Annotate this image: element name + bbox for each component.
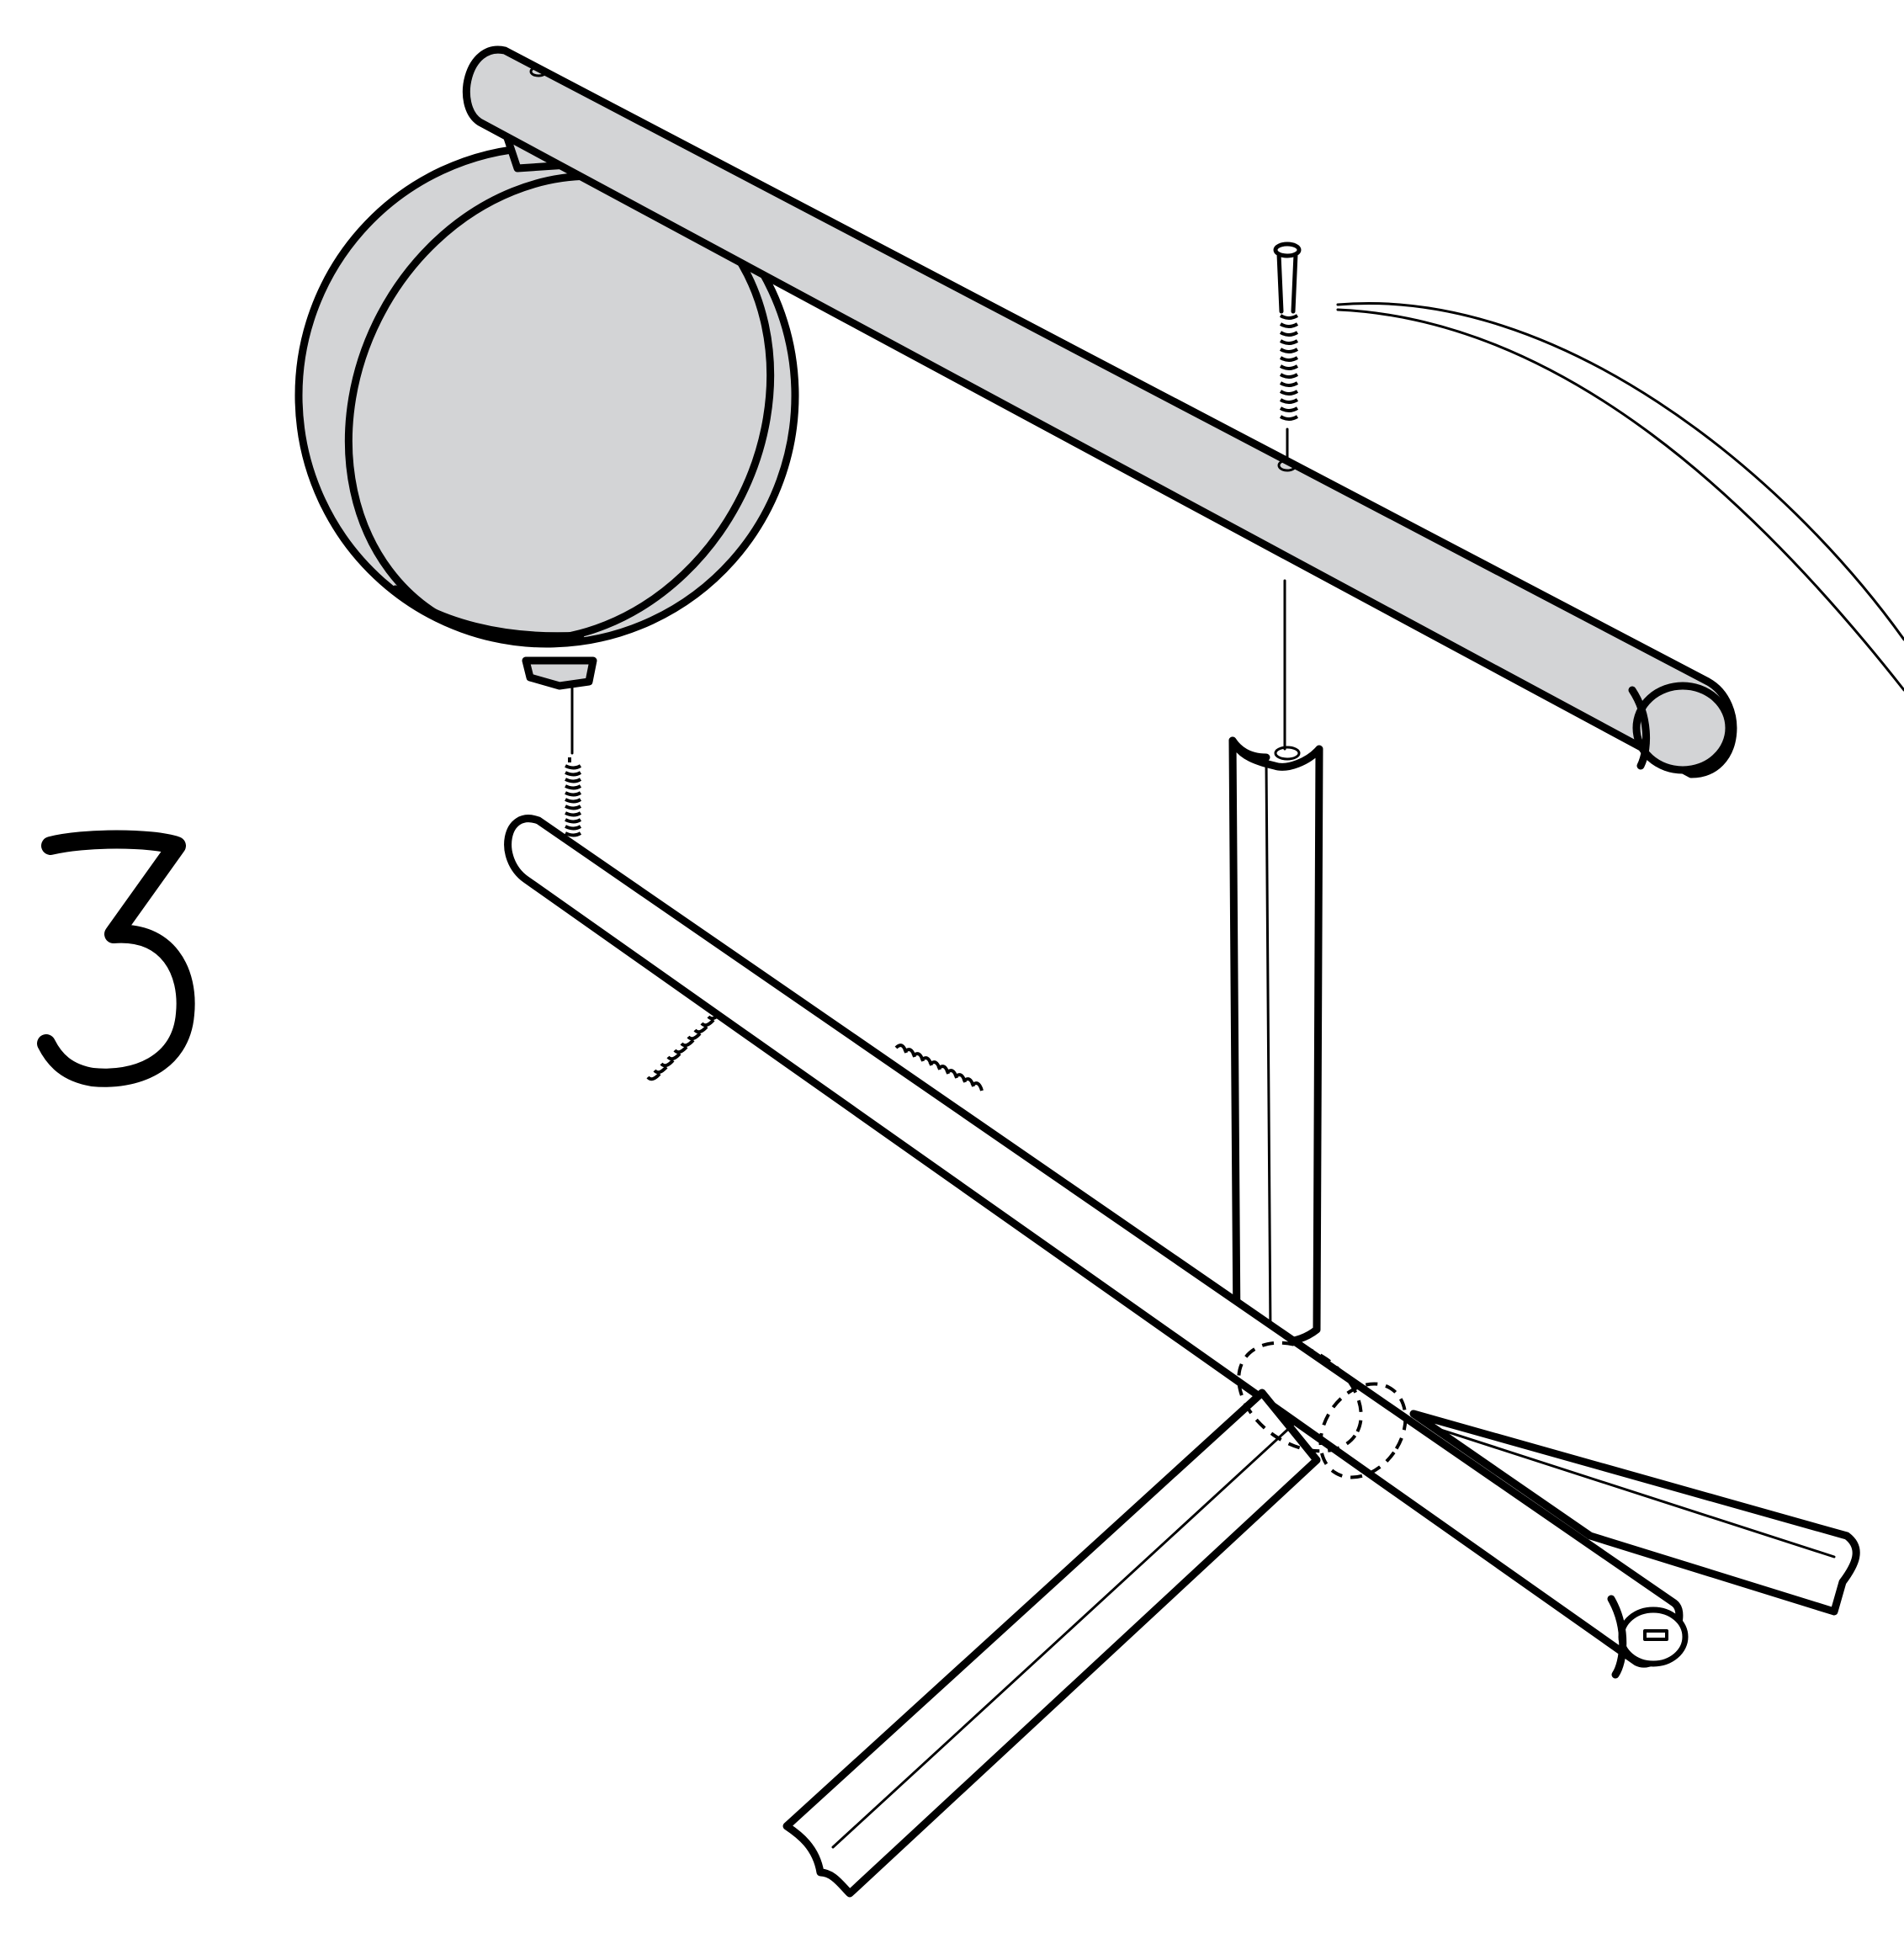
lamp-head-arm [463, 45, 1737, 778]
lamp-shade [294, 122, 799, 690]
base-legs [782, 1341, 1860, 1898]
lower-arm [504, 684, 1689, 1679]
step-number-glyph [37, 830, 195, 1087]
cable-curve [1336, 302, 1904, 692]
vertical-post [1228, 736, 1323, 1346]
screw-top [1273, 242, 1302, 751]
